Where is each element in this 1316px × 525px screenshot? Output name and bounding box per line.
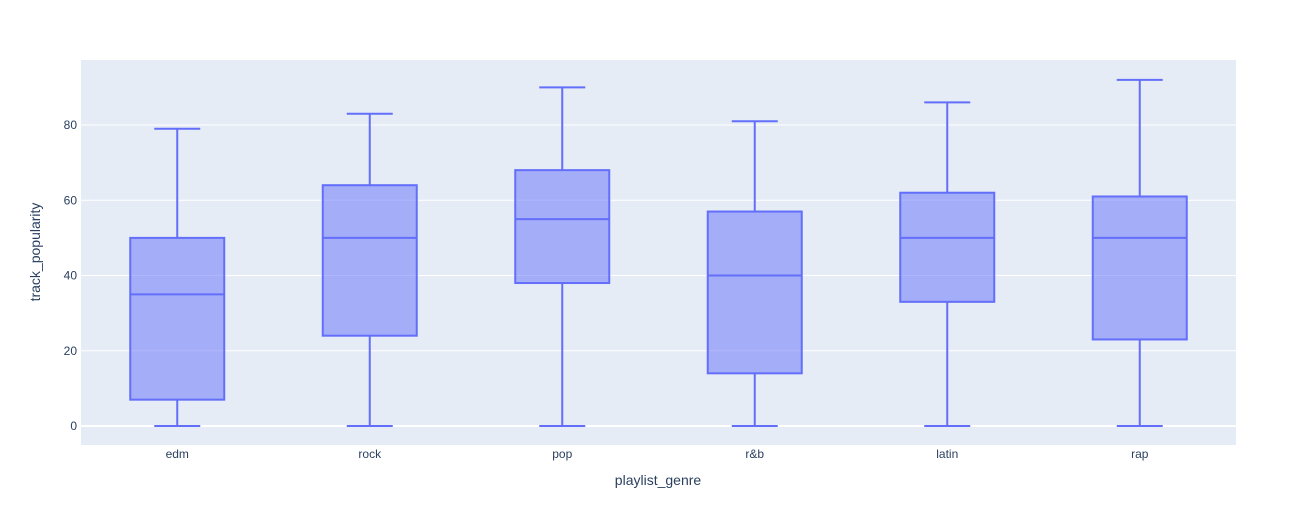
box-rock	[321, 112, 418, 427]
box-r&b	[706, 120, 803, 427]
y-tick-label: 60	[64, 193, 78, 207]
x-tick-label: r&b	[745, 447, 764, 461]
x-tick-label: latin	[936, 447, 958, 461]
y-tick-label: 80	[64, 118, 78, 132]
box-latin	[899, 101, 996, 427]
x-tick-label: rock	[358, 447, 382, 461]
y-tick-labels: 0 20 40 60 80	[64, 118, 78, 433]
x-axis-title: playlist_genre	[615, 472, 702, 488]
y-tick-label: 20	[64, 344, 78, 358]
iqr-box	[321, 184, 418, 337]
x-tick-label: pop	[552, 447, 572, 461]
x-tick-label: edm	[166, 447, 189, 461]
iqr-box	[129, 236, 226, 401]
x-tick-label: rap	[1131, 447, 1149, 461]
iqr-box	[706, 210, 803, 375]
plot-background	[81, 60, 1236, 445]
iqr-box	[514, 169, 611, 285]
y-axis-title: track_popularity	[27, 203, 43, 302]
box-pop	[514, 86, 611, 427]
y-tick-label: 40	[64, 269, 78, 283]
boxes	[129, 78, 1188, 427]
iqr-box	[899, 191, 996, 303]
y-tick-label: 0	[70, 419, 77, 433]
box-rap	[1091, 78, 1188, 427]
iqr-box	[1091, 195, 1188, 341]
box-edm	[129, 127, 226, 427]
x-tick-labels: edm rock pop r&b latin rap	[166, 447, 1149, 461]
grid-lines	[81, 124, 1236, 427]
